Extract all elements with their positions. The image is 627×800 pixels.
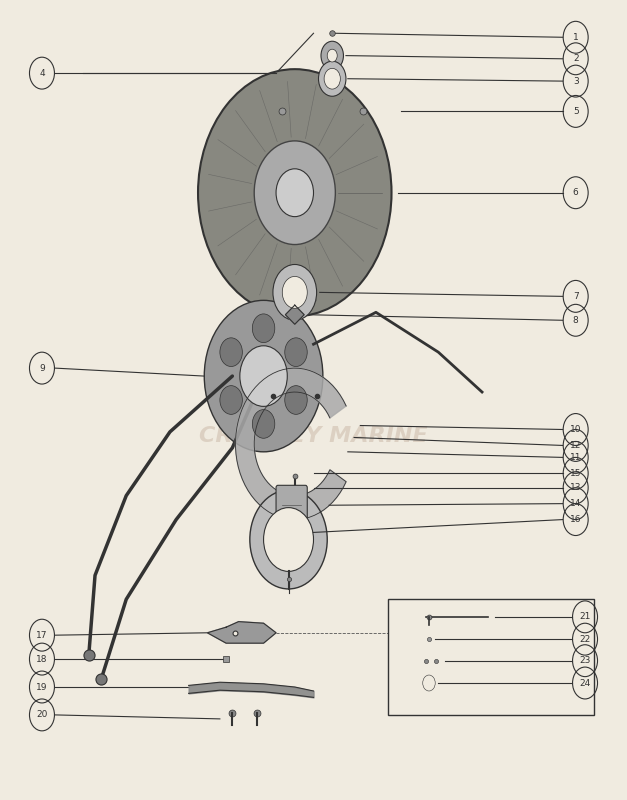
Circle shape [423,675,435,691]
Text: 21: 21 [579,612,591,622]
Text: 20: 20 [36,710,48,719]
Circle shape [324,68,340,89]
Text: 6: 6 [573,188,579,198]
Text: 11: 11 [570,453,581,462]
Text: 12: 12 [570,441,581,450]
Circle shape [282,277,307,308]
Circle shape [319,61,346,96]
Text: 8: 8 [573,316,579,325]
Circle shape [285,338,307,366]
Circle shape [250,490,327,589]
Circle shape [204,300,323,452]
Text: 2: 2 [573,54,579,63]
Circle shape [276,169,314,217]
Circle shape [263,508,314,571]
Text: 3: 3 [573,77,579,86]
Text: 24: 24 [579,678,591,687]
Text: 13: 13 [570,483,581,492]
Text: 19: 19 [36,682,48,691]
Circle shape [252,314,275,342]
FancyBboxPatch shape [388,599,594,715]
Circle shape [254,141,335,245]
Text: 18: 18 [36,654,48,663]
Text: 17: 17 [36,630,48,640]
Text: 14: 14 [570,499,581,508]
Text: 1: 1 [573,33,579,42]
Circle shape [220,338,243,366]
Text: 23: 23 [579,656,591,665]
Polygon shape [236,368,346,519]
Circle shape [240,346,287,406]
Text: 7: 7 [573,292,579,301]
Polygon shape [285,305,304,324]
Text: 4: 4 [39,69,45,78]
Circle shape [321,42,344,70]
FancyBboxPatch shape [276,486,307,525]
Text: 10: 10 [570,425,581,434]
Circle shape [285,386,307,414]
Text: 16: 16 [570,515,581,524]
Circle shape [220,386,243,414]
Circle shape [198,69,391,316]
Circle shape [273,265,317,320]
Text: 9: 9 [39,364,45,373]
Circle shape [327,50,337,62]
Text: 22: 22 [579,634,591,644]
Circle shape [252,410,275,438]
Text: 5: 5 [573,107,579,116]
Text: CROWLEY MARINE: CROWLEY MARINE [199,426,428,446]
Text: 15: 15 [570,469,581,478]
Polygon shape [208,622,276,643]
